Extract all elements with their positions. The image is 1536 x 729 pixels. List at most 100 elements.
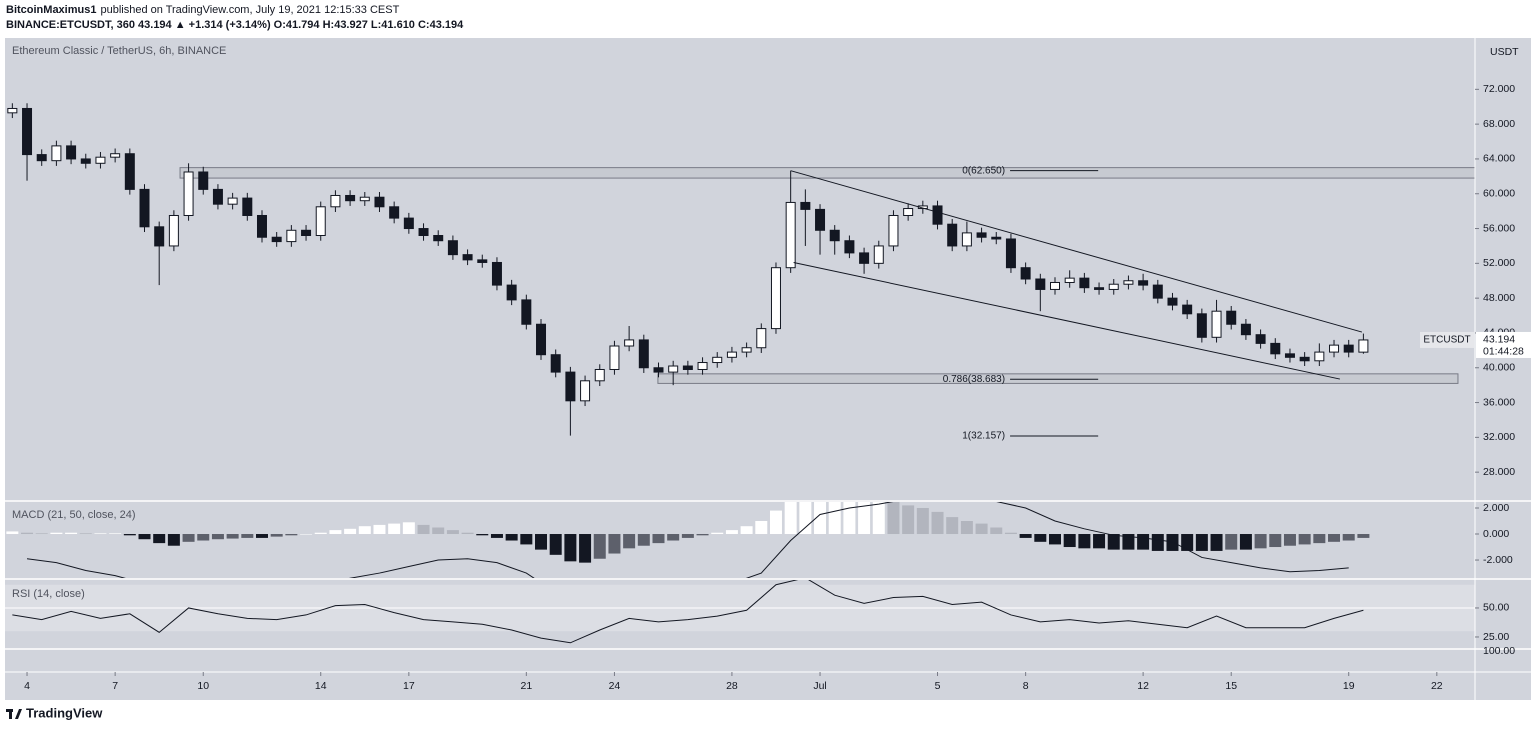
candle-body (1020, 267, 1031, 280)
candle-body (271, 236, 282, 243)
price-tag (1476, 331, 1531, 358)
macd-histogram-bar (417, 524, 430, 535)
y-tick-label: 40.000 (1483, 362, 1515, 374)
candle-body (565, 371, 576, 402)
candle-body (785, 201, 796, 269)
macd-histogram-bar (872, 502, 885, 535)
macd-histogram-bar (197, 534, 210, 541)
y-tick-label: 60.000 (1483, 188, 1515, 200)
candle-body (22, 107, 33, 156)
macd-histogram-bar (1342, 534, 1355, 541)
candle-body (521, 299, 532, 325)
candle-body (815, 208, 826, 231)
macd-histogram-bar (1195, 534, 1208, 551)
candle-body (1314, 351, 1325, 362)
chart-title: Ethereum Classic / TetherUS, 6h, BINANCE (12, 45, 226, 57)
price-pane (7, 103, 1475, 436)
y-tick-label: 2.000 (1483, 502, 1509, 514)
candle-body (712, 356, 723, 364)
macd-histogram-bar (167, 534, 180, 546)
macd-histogram-bar (725, 530, 738, 535)
macd-histogram-bar (1093, 534, 1106, 549)
y-tick-label: 68.000 (1483, 118, 1515, 130)
macd-histogram-bar (593, 534, 606, 559)
candle-body (506, 284, 517, 301)
macd-histogram-bar (1225, 534, 1238, 550)
candle-body (1240, 323, 1251, 336)
macd-histogram-bar (94, 533, 107, 535)
candle-body (844, 240, 855, 254)
y-tick-label: 50.00 (1483, 602, 1509, 614)
candle-body (301, 229, 312, 237)
macd-histogram-bar (314, 532, 327, 535)
macd-histogram-bar (35, 533, 48, 535)
macd-histogram-bar (681, 534, 694, 538)
rsi-line (12, 580, 1364, 644)
candle-body (1005, 238, 1016, 269)
macd-histogram-bar (549, 534, 562, 555)
candle-body (7, 107, 18, 114)
trendline (790, 170, 1363, 333)
candle-body (653, 367, 664, 373)
candle-body (976, 232, 987, 238)
candle-body (888, 214, 899, 247)
macd-histogram-bar (123, 534, 136, 536)
macd-histogram-bar (300, 534, 313, 535)
candle-body (403, 217, 414, 230)
x-tick-label: 12 (1137, 680, 1149, 692)
candle-body (668, 365, 679, 373)
macd-histogram-bar (946, 517, 959, 535)
candle-body (1152, 284, 1163, 299)
macd-histogram-bar (255, 534, 268, 538)
macd-histogram-bar (1298, 534, 1311, 545)
candle-body (873, 245, 884, 264)
candle-body (1079, 277, 1090, 289)
macd-histogram-bar (843, 502, 856, 535)
macd-histogram-bar (916, 507, 929, 535)
candle-body (36, 154, 47, 162)
x-tick-label: 15 (1225, 680, 1237, 692)
candle-body (1108, 283, 1119, 290)
rsi-title: RSI (14, close) (12, 588, 85, 600)
candle-body (741, 347, 752, 353)
x-tick-label: 28 (726, 680, 738, 692)
y-axis-label: USDT (1490, 46, 1519, 58)
candle-body (726, 351, 737, 358)
fib-label: 0(62.650) (962, 165, 1005, 176)
macd-histogram-bar (285, 534, 298, 536)
macd-histogram-bar (902, 505, 915, 535)
macd-histogram-bar (79, 533, 92, 535)
candle-body (80, 158, 91, 164)
macd-histogram-bar (1254, 534, 1267, 549)
candle-body (1123, 280, 1134, 285)
symbol-line: BINANCE:ETCUSDT, 360 43.194 ▲ +1.314 (+3… (6, 19, 464, 31)
macd-histogram-bar (535, 534, 548, 550)
macd-histogram-bar (344, 528, 357, 535)
macd-histogram-bar (769, 510, 782, 535)
candle-body (242, 197, 253, 216)
macd-histogram-bar (740, 526, 753, 535)
fib-label: 0.786(38.683) (943, 374, 1005, 385)
y-tick-label: 64.000 (1483, 153, 1515, 165)
candle-body (477, 259, 488, 263)
candle-body (110, 153, 121, 158)
macd-histogram-bar (65, 532, 78, 535)
macd-title: MACD (21, 50, close, 24) (12, 509, 136, 521)
macd-histogram-bar (373, 524, 386, 535)
candle-body (198, 171, 209, 190)
macd-histogram-bar (696, 534, 709, 536)
macd-histogram-bar (1313, 534, 1326, 544)
macd-histogram-bar (1269, 534, 1282, 548)
macd-histogram-bar (6, 531, 19, 535)
y-tick-label: 56.000 (1483, 222, 1515, 234)
macd-histogram-bar (711, 532, 724, 535)
candle-body (154, 226, 165, 247)
trendline (793, 261, 1340, 380)
candle-body (345, 194, 356, 202)
candle-body (682, 365, 693, 370)
macd-histogram-bar (579, 534, 592, 563)
candle-body (330, 194, 341, 208)
y-tick-label: 32.000 (1483, 431, 1515, 443)
macd-histogram-bar (828, 502, 841, 535)
